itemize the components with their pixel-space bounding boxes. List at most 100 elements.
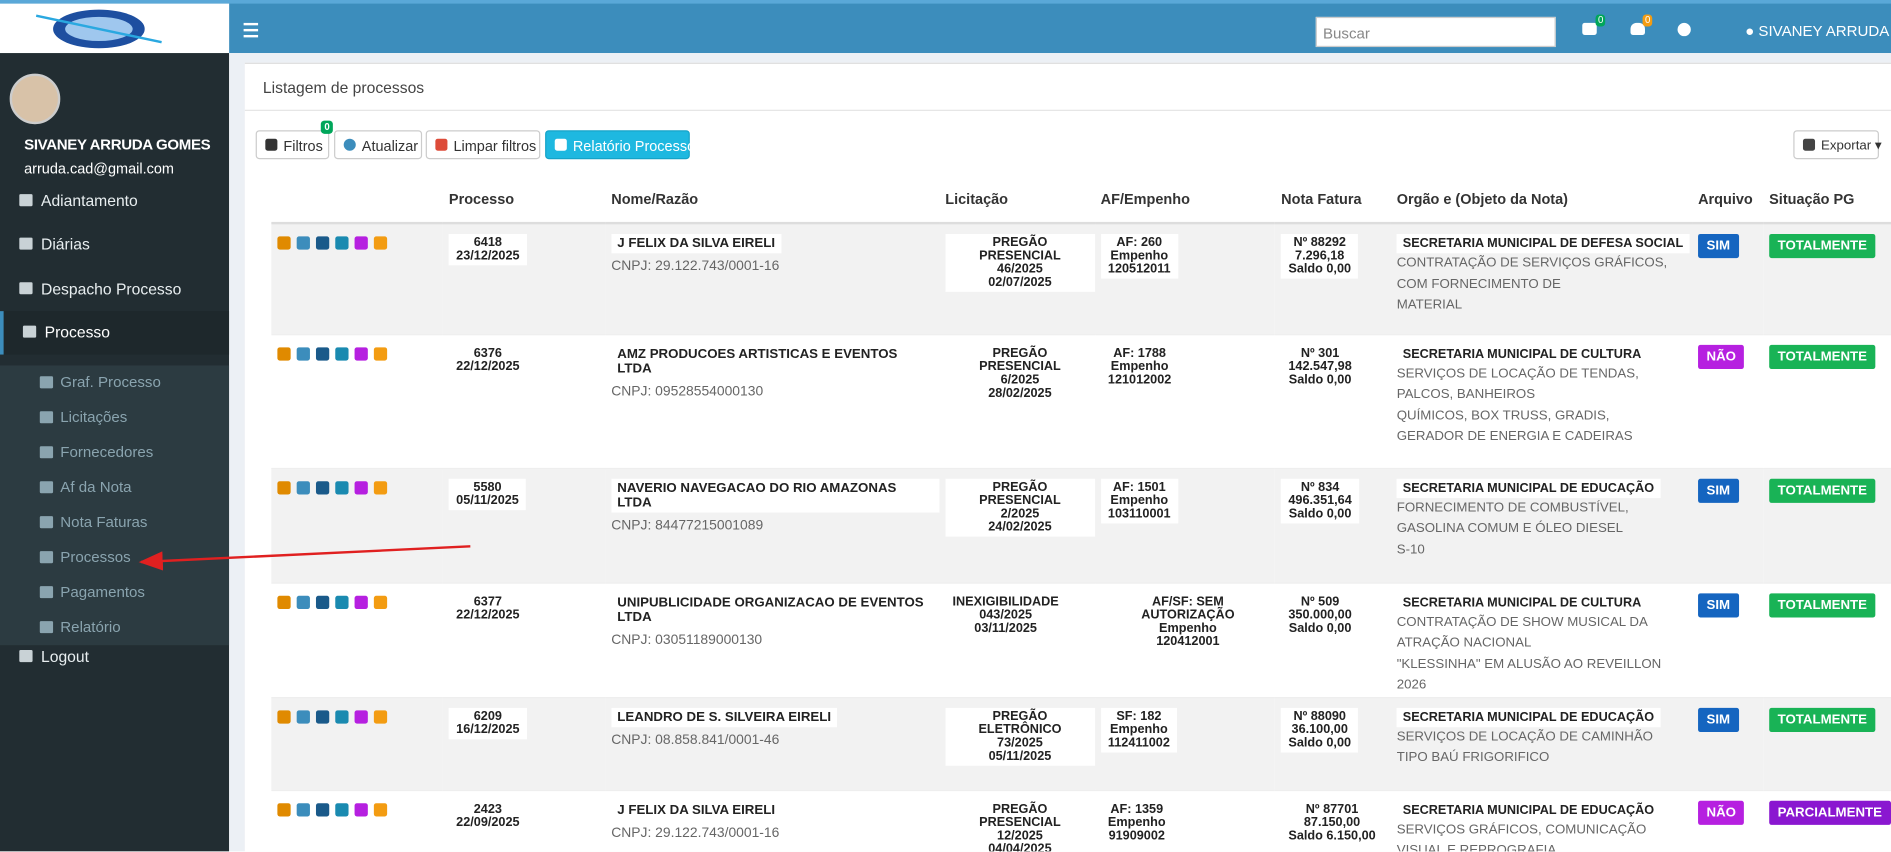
submenu-item[interactable]: Licitações [0,400,229,435]
object-line: "KLESSINHA" EM ALUSÃO AO REVEILLON 2026 [1396,656,1662,693]
action-icon[interactable] [315,802,330,816]
refresh-button[interactable]: Atualizar [334,130,423,160]
invoice-cell: Nº 88292 7.296,18 Saldo 0,00 [1275,222,1391,335]
action-icon[interactable] [335,480,349,494]
header-row: Processo Nome/Razão Licitação AF/Empenho Not… [271,176,1891,225]
action-icon[interactable] [296,595,310,609]
invoice-cell: Nº 88090 36.100,00 Saldo 0,00 [1275,696,1391,790]
action-icon[interactable] [296,236,310,250]
menu-item[interactable]: Logout [0,636,229,679]
menu-item[interactable]: Processo [0,311,230,355]
action-icon[interactable] [354,480,368,494]
panel-title: Listagem de processos [262,78,425,97]
submenu-item[interactable]: Graf. Processo [0,365,229,400]
table-row: 6377 22/12/2025 UNIPUBLICIDADE ORGANIZACAO… [271,581,1891,698]
action-icon[interactable] [296,480,310,494]
table-row: 6418 23/12/2025 J FELIX DA SILVA EIRELI CNP… [271,222,1891,335]
action-icon[interactable] [277,595,291,609]
action-icon[interactable] [315,595,330,609]
action-icon[interactable] [315,236,330,250]
processo-line: 22/09/2025 [456,814,520,830]
action-icon[interactable] [373,802,388,816]
processo-line: 6418 [473,235,502,250]
action-icons [277,478,443,497]
search-box[interactable]: Buscar [1315,16,1556,48]
menu-item[interactable]: Adiantamento [0,180,229,223]
submenu-item[interactable]: Nota Faturas [0,505,229,540]
action-icon[interactable] [335,236,349,250]
clear-button[interactable]: Limpar filtros [425,130,541,160]
file-cell: SIM [1692,222,1764,335]
action-icon[interactable] [277,480,291,494]
action-icon[interactable] [335,595,349,609]
action-icon[interactable] [335,802,349,816]
action-icon[interactable] [354,709,368,723]
submenu-icon [39,411,54,424]
af-line: Empenho [1110,358,1169,374]
close-icon[interactable] [1677,22,1691,37]
action-icons [277,707,443,726]
action-icon[interactable] [277,346,291,360]
mail-icon[interactable] [1582,22,1597,35]
action-icon[interactable] [277,802,291,816]
bell-icon[interactable] [1630,22,1645,35]
processo-line: 6377 [473,593,502,609]
action-icon[interactable] [373,595,388,609]
menu-item[interactable]: Diárias [0,223,229,266]
object-line: S-10 [1396,542,1425,557]
submenu-item[interactable]: Fornecedores [0,435,229,470]
submenu-item[interactable]: Af da Nota [0,470,229,505]
processo-box: 2423 22/09/2025 [448,800,527,832]
action-icon[interactable] [373,709,388,723]
action-icon[interactable] [277,709,291,723]
action-icon[interactable] [373,480,388,494]
file-badge: SIM [1698,233,1739,259]
af-line: Empenho [1110,492,1169,508]
action-icon[interactable] [373,346,388,360]
action-icon[interactable] [354,595,368,609]
licitacao-box: INEXIGIBILIDADE 043/2025 03/11/2025 [945,592,1066,638]
submenu-icon [39,551,54,564]
export-button[interactable]: Exportar ▾ [1793,130,1882,160]
action-icon[interactable] [335,346,349,360]
licitacao-line: PREGÃO PRESENCIAL [979,235,1061,263]
licitacao-line: 04/04/2025 [988,841,1052,852]
submenu: Graf. Processo Licitações Fornecedores Af d… [0,365,230,646]
licitacao-box: PREGÃO PRESENCIAL 2/2025 24/02/2025 [945,478,1095,537]
menu-label: Logout [41,647,89,666]
action-icon[interactable] [354,346,368,360]
column-header: Orgão e (Objeto da Nota) [1390,176,1693,225]
submenu-item[interactable]: Processos [0,540,229,575]
file-badge: SIM [1698,592,1739,617]
object-text: SERVIÇOS GRÁFICOS, COMUNICAÇÃO VISUAL E … [1397,819,1668,852]
action-icon[interactable] [315,709,330,723]
logo[interactable] [0,3,230,54]
action-icon[interactable] [373,236,388,250]
action-icon[interactable] [335,709,349,723]
submenu-item[interactable]: Pagamentos [0,575,229,610]
menu-item[interactable]: Despacho Processo [0,268,229,311]
action-icon[interactable] [354,236,368,250]
organ-name: SECRETARIA MUNICIPAL DE EDUCAÇÃO [1396,800,1661,820]
action-icon[interactable] [315,346,330,360]
menu-toggle[interactable] [243,22,259,41]
action-icon[interactable] [296,346,310,360]
af-cell: AF: 1501 Empenho 103110001 [1094,467,1276,583]
action-icon[interactable] [315,480,330,494]
af-line: 112411002 [1107,735,1170,750]
action-icon[interactable] [296,709,310,723]
organ-cell: SECRETARIA MUNICIPAL DE EDUCAÇÃO FORNECIM… [1390,467,1693,583]
company-cnpj: CNPJ: 03051189000130 [611,632,763,648]
action-icons [277,800,443,819]
filter-button[interactable]: Filtros [255,130,330,160]
submenu-item[interactable]: Relatório [0,610,229,645]
object-line: QUÍMICOS, BOX TRUSS, GRADIS, GERADOR DE … [1396,408,1633,444]
action-icon[interactable] [277,236,291,250]
status-cell: TOTALMENTE [1763,467,1891,583]
report-button[interactable]: Relatório Processo [545,130,695,160]
top-user[interactable]: ● SIVANEY ARRUDA GOMES [1745,23,1891,40]
actions-cell [271,333,443,468]
action-icon[interactable] [296,802,310,816]
licitacao-line: 28/02/2025 [988,385,1052,400]
action-icon[interactable] [354,802,368,816]
